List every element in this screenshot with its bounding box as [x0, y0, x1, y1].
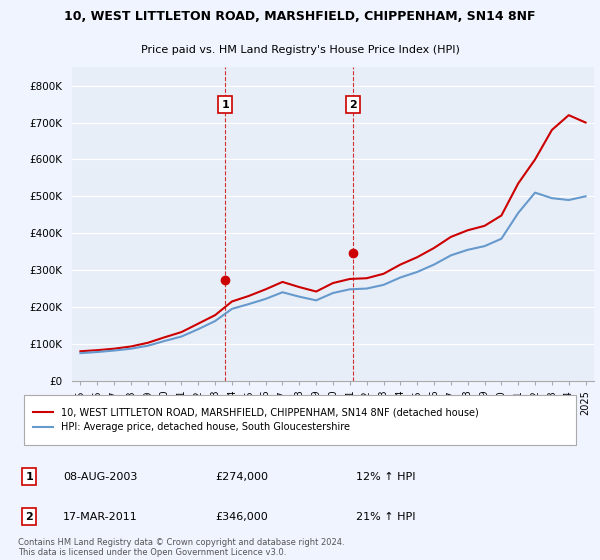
Legend: 10, WEST LITTLETON ROAD, MARSHFIELD, CHIPPENHAM, SN14 8NF (detached house), HPI:: 10, WEST LITTLETON ROAD, MARSHFIELD, CHI… [29, 403, 483, 437]
Text: 2: 2 [349, 100, 357, 110]
Text: £346,000: £346,000 [215, 511, 268, 521]
Text: Contains HM Land Registry data © Crown copyright and database right 2024.
This d: Contains HM Land Registry data © Crown c… [18, 538, 344, 557]
Text: 1: 1 [25, 472, 33, 482]
Text: 08-AUG-2003: 08-AUG-2003 [63, 472, 137, 482]
Text: 2: 2 [25, 511, 33, 521]
Text: 1: 1 [221, 100, 229, 110]
Text: 10, WEST LITTLETON ROAD, MARSHFIELD, CHIPPENHAM, SN14 8NF: 10, WEST LITTLETON ROAD, MARSHFIELD, CHI… [64, 10, 536, 24]
Text: 17-MAR-2011: 17-MAR-2011 [63, 511, 138, 521]
Text: 12% ↑ HPI: 12% ↑ HPI [356, 472, 416, 482]
Text: 21% ↑ HPI: 21% ↑ HPI [356, 511, 416, 521]
Text: Price paid vs. HM Land Registry's House Price Index (HPI): Price paid vs. HM Land Registry's House … [140, 45, 460, 55]
FancyBboxPatch shape [23, 395, 577, 445]
Text: £274,000: £274,000 [215, 472, 268, 482]
